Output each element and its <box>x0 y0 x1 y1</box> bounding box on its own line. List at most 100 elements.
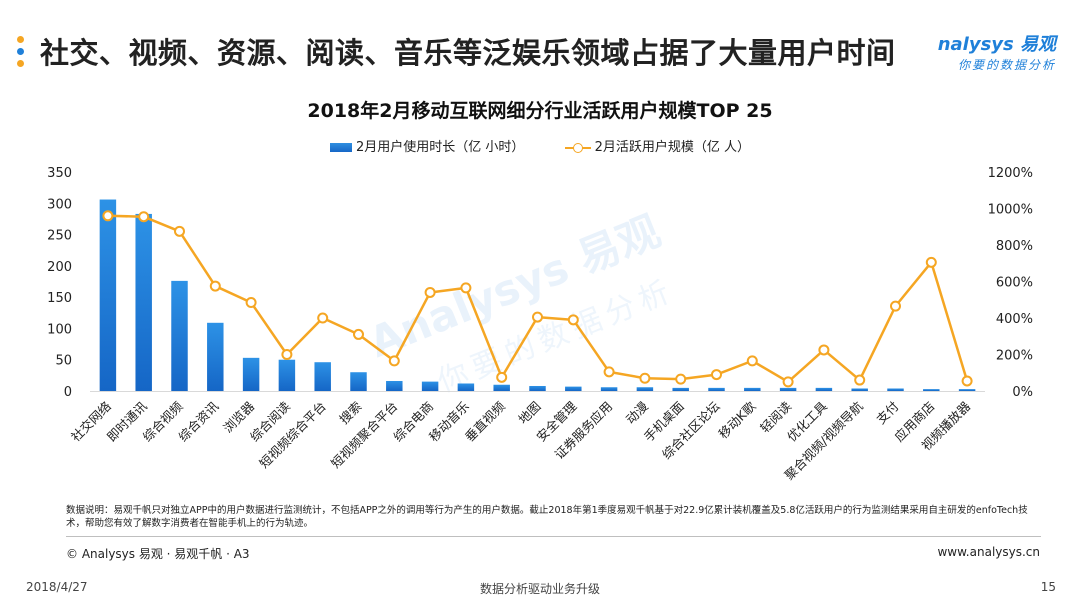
right-axis-tick: 800% <box>996 239 1033 254</box>
left-axis-tick: 50 <box>55 354 72 369</box>
bar-21 <box>815 387 833 391</box>
line-point-24 <box>925 256 937 268</box>
right-axis-tick: 600% <box>996 276 1033 291</box>
legend-bar-swatch <box>330 143 353 152</box>
analysys-logo: nalysys 易观 你要的数据分析 <box>926 30 1056 76</box>
line-point-13 <box>532 311 543 323</box>
bar-7 <box>314 362 331 391</box>
left-axis-tick: 350 <box>47 166 72 181</box>
line-point-21 <box>818 344 830 356</box>
legend-label-active-users: 2月活跃用户规模（亿 人） <box>594 140 750 155</box>
legend-line-swatch <box>564 142 591 154</box>
bar-1 <box>99 199 117 391</box>
category-label: 动漫 <box>623 399 651 427</box>
footer-slogan: 数据分析驱动业务升级 <box>479 582 600 596</box>
bar-17 <box>672 387 689 391</box>
logo-main-text: nalysys 易观 <box>937 34 1056 55</box>
left-axis-tick: 100 <box>47 322 72 337</box>
legend-label-duration: 2月用户使用时长（亿 小时） <box>356 140 525 155</box>
line-point-3 <box>174 225 185 237</box>
line-series <box>102 210 973 388</box>
line-point-19 <box>746 355 758 367</box>
bar-20 <box>779 387 797 391</box>
chart-legend: 2月用户使用时长（亿 小时） 2月活跃用户规模（亿 人） <box>0 136 1080 155</box>
left-axis-tick: 300 <box>47 197 72 212</box>
slide-header: 社交、视频、资源、阅读、音乐等泛娱乐领域占据了大量用户时间 nalysys 易观… <box>0 0 1080 90</box>
line-point-8 <box>353 328 364 340</box>
bar-23 <box>887 388 904 391</box>
left-axis-tick: 0 <box>64 385 72 400</box>
bullet-dot <box>17 48 24 55</box>
left-axis-tick: 250 <box>47 229 72 244</box>
category-label: 垂直视频 <box>462 398 508 444</box>
category-label: 搜索 <box>336 399 364 427</box>
data-note: 数据说明：易观千帆只对独立APP中的用户数据进行监测统计，不包括APP之外的调用… <box>66 505 1028 529</box>
website-link[interactable]: www.analysys.cn <box>937 545 1040 559</box>
right-axis-tick: 400% <box>996 312 1033 327</box>
bar-8 <box>350 372 367 391</box>
bar-12 <box>493 384 510 391</box>
bar-4 <box>207 322 224 391</box>
bar-series <box>99 199 976 391</box>
chart-title: 2018年2月移动互联网细分行业活跃用户规模TOP 25 <box>307 100 773 122</box>
page-number: 15 <box>1040 580 1056 594</box>
bar-11 <box>457 383 475 391</box>
line-point-4 <box>209 280 221 292</box>
bar-3 <box>171 280 188 391</box>
line-point-9 <box>388 355 400 367</box>
bar-24 <box>923 389 940 391</box>
bar-22 <box>851 388 868 391</box>
bar-16 <box>636 387 654 391</box>
category-label: 地图 <box>515 399 543 427</box>
left-axis: 0 50 100 150 200 250 300 350 <box>47 166 985 400</box>
line-point-23 <box>890 300 901 312</box>
line-point-6 <box>281 349 293 360</box>
logo-sub-text: 你要的数据分析 <box>957 58 1056 72</box>
line-point-2 <box>138 211 150 223</box>
category-label: 综合资讯 <box>175 398 221 444</box>
line-point-22 <box>854 374 866 386</box>
bar-15 <box>600 387 618 391</box>
line-point-14 <box>567 314 579 326</box>
right-axis: 0% 200% 400% 600% 800% 1000% 1200% <box>988 166 1033 400</box>
line-point-12 <box>496 371 508 383</box>
left-axis-tick: 200 <box>47 260 72 275</box>
bar-13 <box>529 385 546 391</box>
bar-2 <box>135 213 152 391</box>
bar-10 <box>421 381 439 391</box>
bar-6 <box>278 359 296 391</box>
bar-18 <box>708 387 725 391</box>
right-axis-tick: 1000% <box>988 203 1033 218</box>
line-point-1 <box>102 210 114 222</box>
title-bullet-dots <box>17 36 25 72</box>
line-point-18 <box>711 369 722 381</box>
bar-14 <box>565 386 582 391</box>
line-point-11 <box>460 282 472 294</box>
bar-25 <box>958 389 976 391</box>
right-axis-tick: 1200% <box>988 166 1033 181</box>
footer-divider <box>66 536 1041 537</box>
bar-9 <box>386 380 403 391</box>
line-point-20 <box>782 376 794 388</box>
line-point-17 <box>675 373 687 385</box>
left-axis-tick: 150 <box>47 291 72 306</box>
right-axis-tick: 0% <box>1012 385 1033 400</box>
line-point-15 <box>603 366 615 378</box>
slide-title: 社交、视频、资源、阅读、音乐等泛娱乐领域占据了大量用户时间 <box>40 36 896 70</box>
bar-19 <box>744 387 761 391</box>
right-axis-tick: 200% <box>996 349 1033 364</box>
line-point-5 <box>245 296 257 308</box>
legend-item-duration: 2月用户使用时长（亿 小时） <box>330 136 524 155</box>
category-label: 支付 <box>873 399 901 427</box>
line-point-16 <box>639 372 651 384</box>
footer-date: 2018/4/27 <box>26 580 88 594</box>
category-label: 移动K歌 <box>715 398 758 441</box>
copyright-text: © Analysys 易观 · 易观千帆 · A3 <box>66 547 250 561</box>
bullet-dot <box>17 60 24 67</box>
bullet-dot <box>17 36 24 43</box>
line-point-7 <box>317 312 329 324</box>
bar-5 <box>242 357 260 391</box>
